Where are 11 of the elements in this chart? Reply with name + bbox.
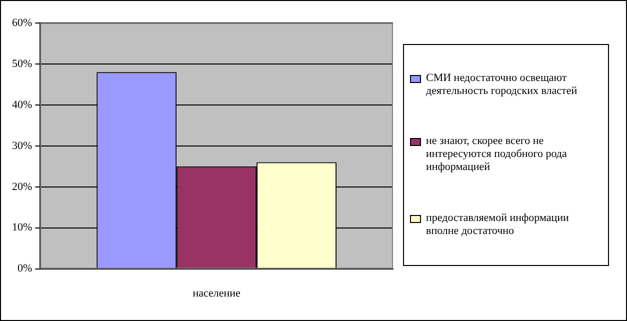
y-tick-label: 0% xyxy=(17,262,32,275)
legend-label: не знают, скорее всего не интересуются подобного рода информацией xyxy=(426,135,568,174)
y-tick-label: 10% xyxy=(12,222,32,234)
x-tick-label: население xyxy=(192,287,241,300)
legend-label: предоставляемой информации вполне достаточно xyxy=(426,212,570,238)
y-tick-label: 40% xyxy=(12,98,32,111)
y-tick-label: 60% xyxy=(12,16,32,29)
y-tick-label: 50% xyxy=(12,58,32,70)
y-tick-label: 20% xyxy=(12,180,32,193)
y-tick-label: 30% xyxy=(12,140,32,152)
legend-label: СМИ недостаточно освещают деятельность городских властей xyxy=(426,72,578,98)
